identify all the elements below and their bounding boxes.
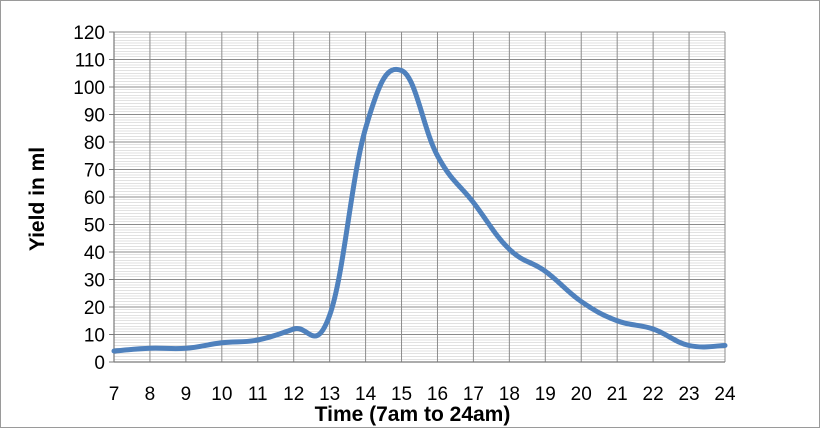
data-point	[435, 153, 440, 158]
y-tick-label: 90	[84, 106, 105, 127]
y-tick-label: 120	[73, 23, 105, 44]
data-point	[615, 318, 620, 323]
x-axis-title: Time (7am to 24am)	[315, 403, 511, 426]
y-tick-labels: 0 10 20 30 40 50 60 70 80 90 100 110 120	[73, 23, 105, 374]
x-tick-label: 14	[355, 384, 377, 405]
x-tick-label: 23	[678, 384, 699, 405]
x-tick-label: 17	[463, 384, 484, 405]
x-tick-label: 7	[109, 384, 120, 405]
y-tick-label: 50	[84, 216, 105, 237]
data-point	[183, 346, 188, 351]
x-tick-label: 10	[211, 384, 232, 405]
data-point	[112, 349, 117, 354]
x-tick-label: 12	[283, 384, 304, 405]
x-tick-label: 15	[391, 384, 412, 405]
grid	[113, 31, 726, 363]
y-tick-label: 20	[84, 298, 105, 319]
x-tick-label: 11	[248, 384, 268, 405]
data-point	[543, 269, 548, 274]
x-tick-label: 21	[607, 384, 628, 405]
x-tick-label: 13	[319, 384, 340, 405]
x-tick-label: 22	[643, 384, 664, 405]
x-tick-label: 19	[535, 384, 556, 405]
data-point	[687, 343, 692, 348]
data-point	[507, 247, 512, 252]
data-point	[327, 313, 332, 318]
x-tick-label: 16	[427, 384, 448, 405]
x-tick-label: 18	[499, 384, 520, 405]
x-tick-label: 9	[181, 384, 192, 405]
data-point	[363, 126, 368, 131]
y-axis-title: Yield in ml	[26, 147, 49, 251]
x-tick-label: 24	[714, 384, 736, 405]
data-point	[147, 346, 152, 351]
y-tick-label: 100	[73, 78, 105, 99]
data-point	[255, 338, 260, 343]
axes	[109, 31, 725, 363]
x-tick-label: 8	[145, 384, 156, 405]
y-tick-label: 70	[84, 161, 105, 182]
x-tick-label: 20	[571, 384, 592, 405]
data-point	[579, 299, 584, 304]
y-tick-label: 60	[84, 188, 105, 209]
data-point	[399, 68, 404, 73]
y-tick-label: 40	[84, 243, 105, 264]
data-point	[471, 200, 476, 205]
y-tick-label: 10	[84, 326, 105, 347]
data-point	[651, 327, 656, 332]
y-tick-label: 80	[84, 133, 105, 154]
data-point	[723, 343, 728, 348]
y-tick-label: 110	[75, 51, 105, 72]
data-point	[219, 340, 224, 345]
x-tick-labels: 7 8 9 10 11 12 13 14 15 16 17 18 19 20 21 22 23 24	[109, 384, 736, 405]
y-tick-label: 0	[94, 353, 105, 374]
data-point	[291, 327, 296, 332]
y-tick-label: 30	[84, 271, 105, 292]
series	[111, 66, 728, 354]
series-line	[111, 66, 728, 354]
